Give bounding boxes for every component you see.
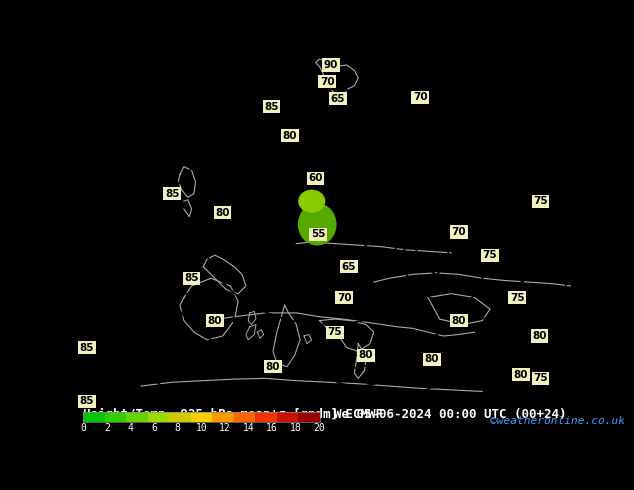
Text: 8: 8 bbox=[175, 423, 181, 433]
Text: 80: 80 bbox=[514, 369, 528, 379]
Text: 70: 70 bbox=[337, 293, 352, 302]
Text: 80: 80 bbox=[266, 362, 280, 372]
Text: 65: 65 bbox=[331, 94, 346, 104]
Ellipse shape bbox=[298, 190, 325, 213]
Ellipse shape bbox=[298, 203, 337, 245]
Text: 70: 70 bbox=[320, 77, 335, 87]
Bar bbox=[105, 412, 126, 422]
Text: We 05-06-2024 00:00 UTC (00+24): We 05-06-2024 00:00 UTC (00+24) bbox=[334, 408, 567, 421]
Text: 6: 6 bbox=[151, 423, 157, 433]
Bar bbox=[191, 412, 212, 422]
Text: 85: 85 bbox=[264, 101, 279, 112]
Bar bbox=[255, 412, 276, 422]
Bar bbox=[298, 412, 320, 422]
Text: 14: 14 bbox=[243, 423, 254, 433]
Text: 65: 65 bbox=[342, 262, 356, 271]
Text: 75: 75 bbox=[533, 373, 548, 383]
Text: 85: 85 bbox=[80, 343, 94, 352]
Text: 80: 80 bbox=[207, 316, 222, 325]
Text: 70: 70 bbox=[413, 92, 427, 102]
Text: ©weatheronline.co.uk: ©weatheronline.co.uk bbox=[490, 416, 625, 426]
Bar bbox=[83, 412, 320, 422]
Text: Height/Temp. 925 hPa mean+σ [gpdm] ECMWF: Height/Temp. 925 hPa mean+σ [gpdm] ECMWF bbox=[83, 408, 383, 421]
Text: 85: 85 bbox=[184, 273, 199, 283]
Text: 75: 75 bbox=[510, 293, 524, 302]
Text: 16: 16 bbox=[266, 423, 278, 433]
Bar bbox=[276, 412, 298, 422]
Text: 0: 0 bbox=[80, 423, 86, 433]
Text: 85: 85 bbox=[165, 189, 179, 198]
Bar bbox=[148, 412, 169, 422]
Text: 70: 70 bbox=[451, 227, 467, 237]
Text: 10: 10 bbox=[195, 423, 207, 433]
Text: 80: 80 bbox=[452, 316, 466, 325]
Text: 80: 80 bbox=[425, 354, 439, 364]
Text: 75: 75 bbox=[328, 327, 342, 337]
Text: 80: 80 bbox=[359, 350, 373, 360]
Text: 75: 75 bbox=[533, 196, 548, 206]
Text: 75: 75 bbox=[482, 250, 497, 260]
Text: 12: 12 bbox=[219, 423, 231, 433]
Text: 80: 80 bbox=[283, 131, 297, 141]
Text: 18: 18 bbox=[290, 423, 302, 433]
Bar bbox=[212, 412, 233, 422]
Text: 4: 4 bbox=[127, 423, 133, 433]
Bar bbox=[83, 412, 105, 422]
Text: 90: 90 bbox=[324, 60, 339, 70]
Text: 2: 2 bbox=[104, 423, 110, 433]
Text: 85: 85 bbox=[80, 396, 94, 406]
Bar bbox=[126, 412, 148, 422]
Text: 80: 80 bbox=[216, 208, 230, 218]
Text: 55: 55 bbox=[311, 229, 325, 239]
Bar bbox=[233, 412, 255, 422]
Text: 80: 80 bbox=[533, 331, 547, 341]
Bar bbox=[169, 412, 191, 422]
Text: 20: 20 bbox=[314, 423, 325, 433]
Text: 60: 60 bbox=[308, 173, 323, 183]
